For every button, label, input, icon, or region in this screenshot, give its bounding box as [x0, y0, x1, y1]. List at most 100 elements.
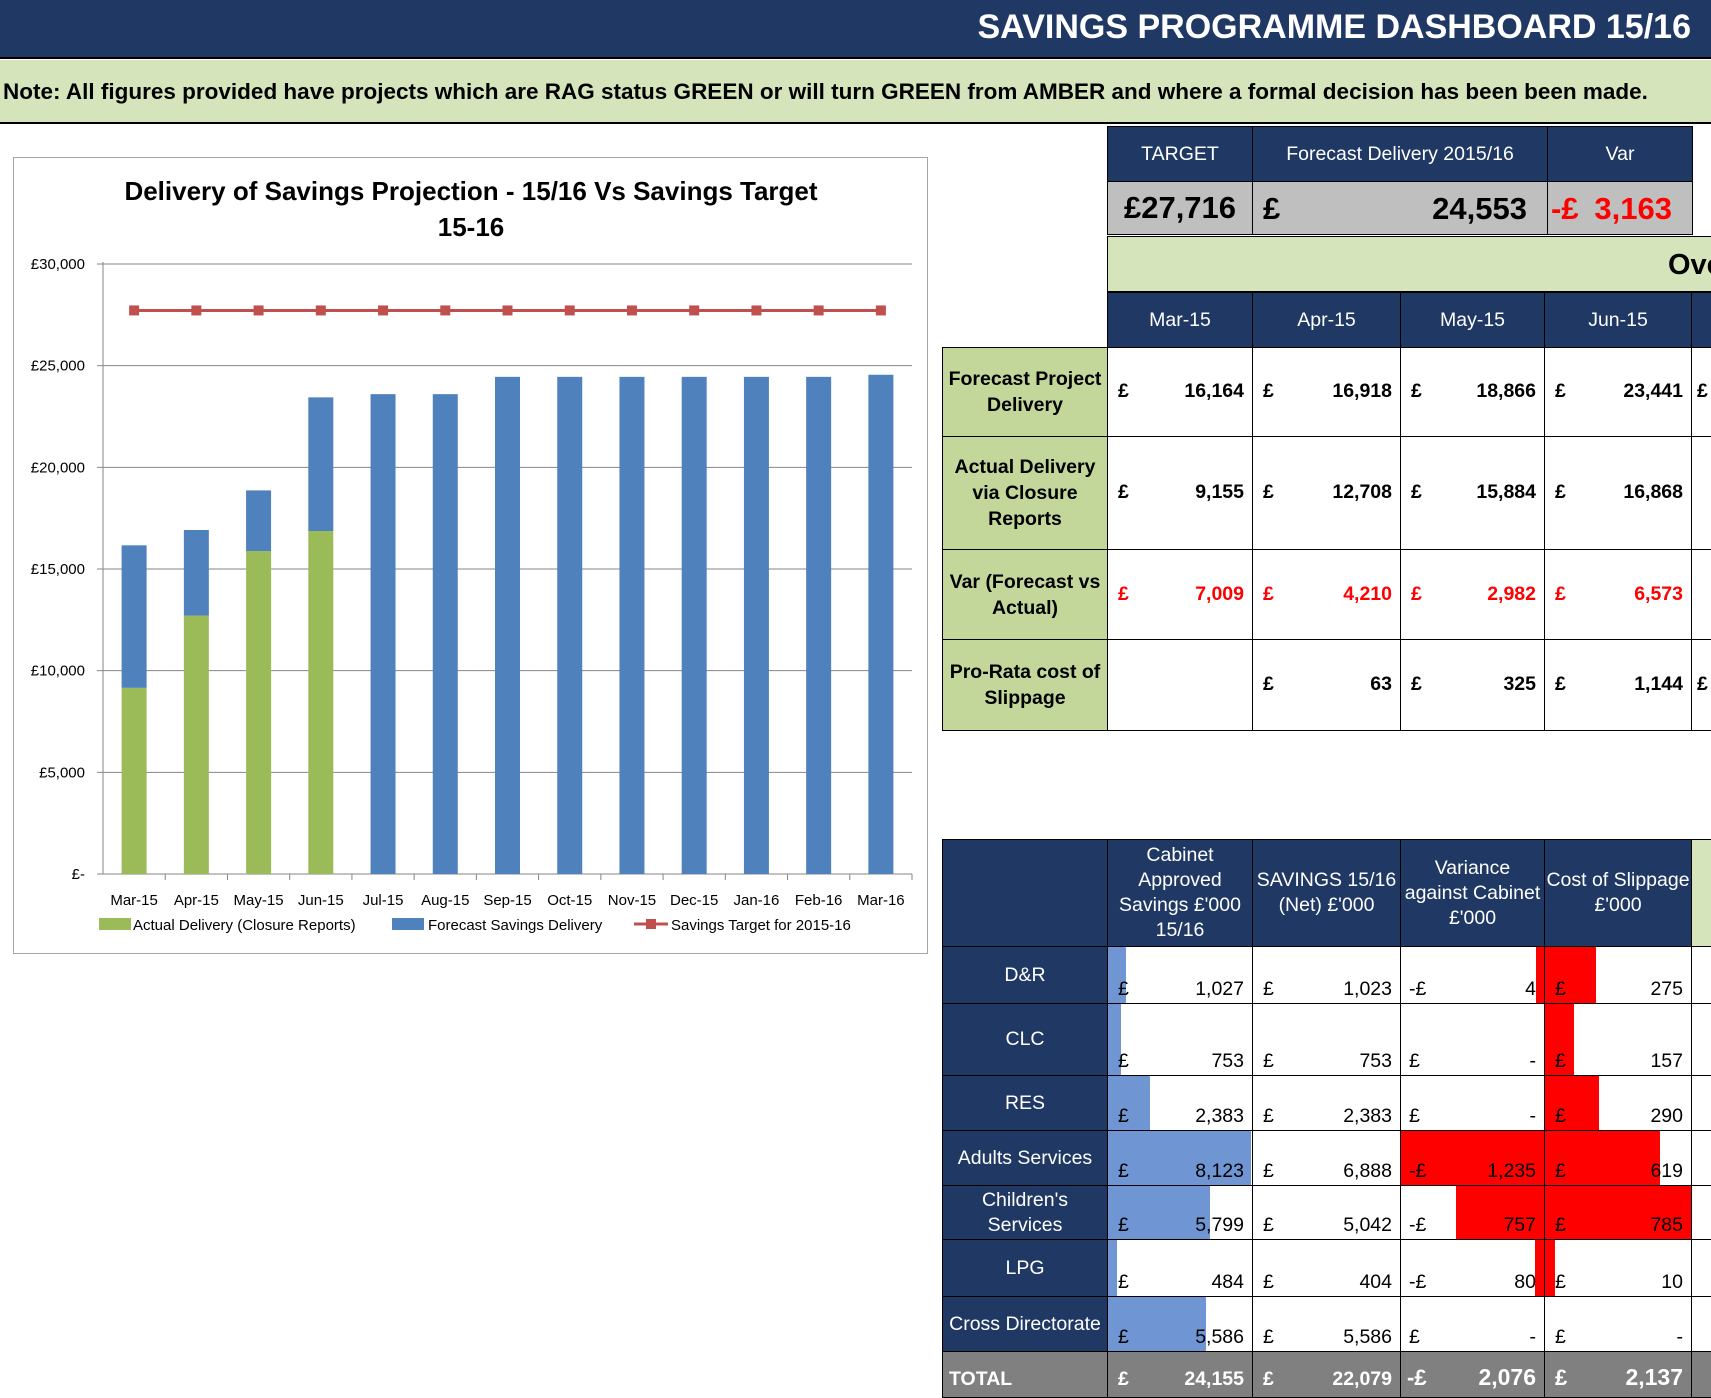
forecast-bar — [619, 376, 645, 874]
slippage-value: - — [1676, 1326, 1684, 1348]
forecast-value: 24,553 — [1432, 191, 1527, 226]
slippage-databar — [1545, 1004, 1574, 1075]
currency-symbol: £ — [1555, 481, 1566, 503]
currency-symbol: £ — [1555, 1214, 1566, 1236]
currency-symbol: £ — [1555, 1365, 1568, 1390]
variance-databar — [1401, 1131, 1544, 1185]
forecast-bar — [246, 490, 272, 552]
currency-symbol: £ — [1555, 1105, 1566, 1127]
forecast-bar — [183, 530, 209, 616]
monthly-value-cell: £16,164 — [1107, 347, 1253, 437]
savings-header: SAVINGS 15/16 (Net) £'000 — [1252, 839, 1401, 947]
directorate-name: RES — [942, 1075, 1108, 1131]
monthly-overflow-cell — [1691, 549, 1711, 640]
slippage-value: 785 — [1650, 1214, 1683, 1236]
currency-symbol: £ — [1409, 1326, 1420, 1348]
savings-value: 1,023 — [1343, 978, 1392, 1000]
x-tick-label: Nov-15 — [608, 892, 656, 909]
variance-cell: -£ 757 — [1400, 1185, 1545, 1240]
savings-value: 6,888 — [1343, 1160, 1392, 1182]
currency-symbol: £ — [1263, 673, 1274, 695]
target-point — [689, 305, 700, 316]
directorate-name: CLC — [942, 1003, 1108, 1076]
monthly-value: 12,708 — [1332, 481, 1392, 503]
currency-symbol: £ — [1263, 978, 1274, 1000]
currency-symbol: £ — [1263, 1105, 1274, 1127]
currency-symbol: £ — [1118, 978, 1129, 1000]
variance-header: Variance against Cabinet £'000 — [1400, 839, 1545, 947]
forecast-bar — [432, 394, 458, 874]
savings-cell: £5,042 — [1252, 1185, 1401, 1240]
approved-cell: £8,123 — [1107, 1130, 1253, 1186]
monthly-value-cell: £4,210 — [1252, 549, 1401, 640]
y-tick-label: £5,000 — [39, 764, 85, 781]
total-savings: 22,079 — [1332, 1368, 1392, 1390]
month-header: May-15 — [1400, 292, 1545, 348]
savings-cell: £2,383 — [1252, 1075, 1401, 1131]
monthly-value-cell: £325 — [1400, 639, 1545, 731]
currency-symbol: £ — [1118, 1326, 1129, 1348]
overflow-cell — [1691, 1003, 1711, 1076]
monthly-value: 15,884 — [1476, 481, 1536, 503]
approved-value: 5,799 — [1195, 1214, 1244, 1236]
x-tick-label: Mar-16 — [857, 892, 905, 909]
target-point — [315, 305, 326, 316]
target-point — [378, 305, 389, 316]
variance-value: - — [1529, 1326, 1537, 1348]
monthly-value-cell: £15,884 — [1400, 436, 1545, 550]
x-tick-label: Dec-15 — [670, 892, 718, 909]
slippage-header: Cost of Slippage £'000 — [1544, 839, 1692, 947]
variance-cell: £ - — [1400, 1075, 1545, 1131]
approved-databar — [1108, 947, 1126, 1003]
row-label: Var (Forecast vs Actual) — [942, 549, 1108, 640]
monthly-value: 4,210 — [1343, 582, 1392, 605]
slippage-databar — [1545, 1076, 1599, 1130]
row-label: Actual Delivery via Closure Reports — [942, 436, 1108, 550]
approved-value: 1,027 — [1195, 978, 1244, 1000]
monthly-value: 325 — [1503, 673, 1536, 695]
overflow-header: N — [1691, 839, 1711, 947]
approved-databar — [1108, 1131, 1251, 1185]
forecast-bar — [121, 545, 147, 688]
x-tick-label: Feb-16 — [795, 892, 843, 909]
total-overflow-cell — [1691, 1351, 1711, 1398]
currency-symbol: £ — [1555, 1326, 1566, 1348]
currency-symbol: £ — [1118, 1214, 1129, 1236]
forecast-bar — [495, 376, 520, 874]
variance-value: - — [1529, 1105, 1537, 1127]
month-header: Apr-15 — [1252, 292, 1401, 348]
overflow-cell — [1691, 946, 1711, 1004]
approved-databar — [1108, 1297, 1206, 1351]
chart-svg: Delivery of Savings Projection - 15/16 V… — [31, 176, 913, 934]
savings-cell: £753 — [1252, 1003, 1401, 1076]
monthly-value-cell: £9,155 — [1107, 436, 1253, 550]
legend-swatch-forecast — [392, 918, 424, 930]
slippage-databar — [1545, 1186, 1691, 1239]
slippage-cell: £619 — [1544, 1130, 1692, 1186]
currency-symbol: £ — [1555, 1271, 1566, 1293]
currency-symbol: -£ — [1409, 978, 1427, 1000]
approved-cell: £1,027 — [1107, 946, 1253, 1004]
overview-banner-text: Ove — [1668, 249, 1711, 281]
currency-symbol: £ — [1411, 481, 1422, 503]
var-currency: -£ — [1551, 191, 1579, 226]
approved-cell: £5,586 — [1107, 1296, 1253, 1352]
currency-symbol: £ — [1118, 380, 1129, 402]
currency-symbol: £ — [1409, 1050, 1420, 1072]
approved-header: Cabinet Approved Savings £'000 15/16 — [1107, 839, 1253, 947]
total-slippage-cell: £2,137 — [1544, 1351, 1692, 1398]
overflow-cell — [1691, 1130, 1711, 1186]
variance-cell: -£ 4 — [1400, 946, 1545, 1004]
total-savings-cell: £22,079 — [1252, 1351, 1401, 1398]
monthly-value-cell: £12,708 — [1252, 436, 1401, 550]
currency-symbol: £ — [1263, 582, 1274, 605]
target-point — [751, 305, 762, 316]
currency-symbol: £ — [1263, 1368, 1274, 1390]
currency-symbol: £ — [1411, 380, 1422, 402]
monthly-value-cell: £63 — [1252, 639, 1401, 731]
var-header: Var — [1547, 126, 1693, 182]
savings-cell: £6,888 — [1252, 1130, 1401, 1186]
slippage-value: 157 — [1650, 1050, 1683, 1072]
x-tick-label: Mar-15 — [110, 892, 158, 909]
var-value: 3,163 — [1594, 191, 1672, 226]
